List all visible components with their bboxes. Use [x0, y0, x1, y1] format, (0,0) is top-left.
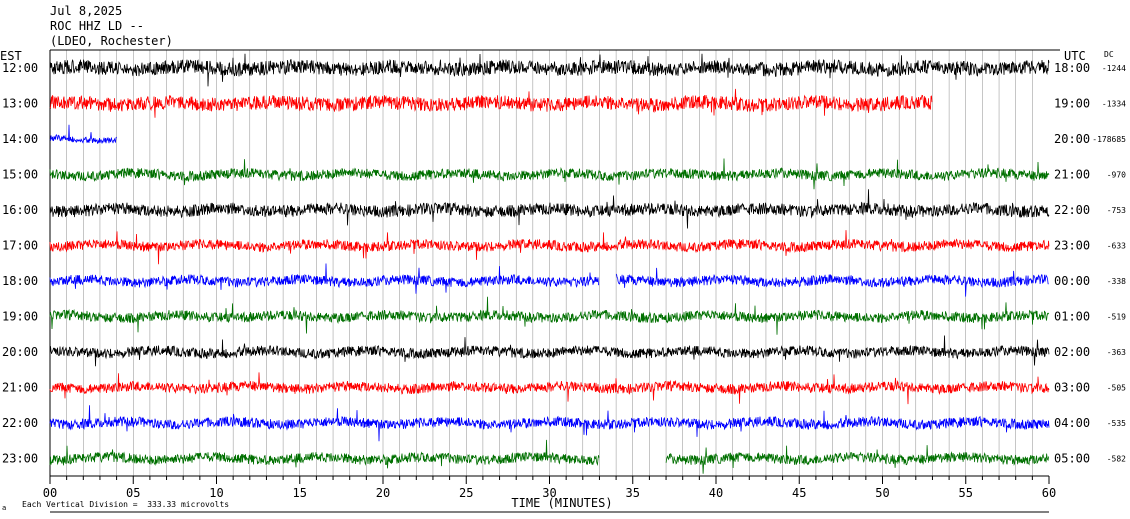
network-label: (LDEO, Rochester): [50, 34, 173, 48]
trace-row-1400-segment-0: [49, 124, 117, 144]
x-tick-label: 55: [959, 486, 973, 500]
est-hour-label: 18:00: [2, 274, 38, 288]
x-tick-label: 50: [875, 486, 889, 500]
est-hour-label: 19:00: [2, 310, 38, 324]
x-tick-label: 60: [1042, 486, 1056, 500]
utc-hour-label: 19:00: [1054, 97, 1090, 111]
trace-row-2100-segment-0: [49, 372, 1050, 405]
est-hour-label: 15:00: [2, 168, 38, 182]
dc-offset-label: -178685: [1092, 135, 1126, 144]
est-zone-label: EST: [0, 49, 22, 63]
dc-offset-label: -505: [1107, 384, 1126, 393]
utc-hour-label: 00:00: [1054, 274, 1090, 288]
x-tick-label: 40: [709, 486, 723, 500]
x-tick-label: 00: [43, 486, 57, 500]
row-labels: EST UTC DC 12:00 18:00 -1244 13:00 19:00 -133…: [0, 49, 1126, 466]
x-tick-label: 05: [126, 486, 140, 500]
utc-hour-label: 21:00: [1054, 168, 1090, 182]
utc-hour-label: 20:00: [1054, 132, 1090, 146]
utc-hour-label: 05:00: [1054, 452, 1090, 466]
x-tick-label: 25: [459, 486, 473, 500]
est-hour-label: 12:00: [2, 61, 38, 75]
trace-row-2300-segment-1: [665, 445, 1049, 474]
x-axis-title: TIME (MINUTES): [511, 496, 612, 510]
est-hour-label: 22:00: [2, 416, 38, 430]
utc-hour-label: 01:00: [1054, 310, 1090, 324]
dc-offset-label: -535: [1107, 419, 1126, 428]
utc-hour-label: 03:00: [1054, 381, 1090, 395]
est-hour-label: 17:00: [2, 239, 38, 253]
trace-row-1800-segment-1: [615, 267, 1049, 297]
est-hour-label: 13:00: [2, 97, 38, 111]
trace-row-1700-segment-0: [49, 230, 1050, 265]
time-axis: 00 05 10 15 20 25 30 35 40 45 50 55 60 TIME (MINUTES): [43, 475, 1056, 513]
dc-offset-label: -1334: [1102, 100, 1126, 109]
x-tick-label: 15: [293, 486, 307, 500]
station-label: ROC HHZ LD --: [50, 19, 144, 33]
x-tick-label: 35: [626, 486, 640, 500]
x-tick-label: 20: [376, 486, 390, 500]
dc-offset-label: -519: [1107, 313, 1126, 322]
dc-offset-label: -338: [1107, 277, 1126, 286]
x-tick-label: 10: [209, 486, 223, 500]
seismograph-icon: a: [2, 504, 7, 512]
trace-row-1200-segment-0: [49, 53, 1050, 87]
utc-hour-label: 02:00: [1054, 345, 1090, 359]
x-tick-label: 45: [792, 486, 806, 500]
trace-row-2000-segment-0: [49, 335, 1050, 367]
dc-offset-label: -633: [1107, 242, 1126, 251]
utc-zone-label: UTC: [1064, 49, 1086, 63]
utc-hour-label: 22:00: [1054, 203, 1090, 217]
date-label: Jul 8,2025: [50, 4, 123, 18]
est-hour-label: 16:00: [2, 203, 38, 217]
dc-offset-label: -582: [1107, 455, 1126, 464]
trace-row-2300-segment-0: [49, 439, 600, 469]
utc-hour-label: 04:00: [1054, 416, 1090, 430]
dc-column-label: DC: [1104, 50, 1114, 59]
trace-group: [49, 53, 1050, 474]
est-hour-label: 14:00: [2, 132, 38, 146]
dc-offset-label: -970: [1107, 171, 1126, 180]
trace-row-1800-segment-0: [49, 263, 600, 294]
trace-row-1900-segment-0: [49, 296, 1050, 335]
minute-grid: [49, 49, 1060, 476]
dc-offset-label: -1244: [1102, 64, 1126, 73]
est-hour-label: 21:00: [2, 381, 38, 395]
est-hour-label: 20:00: [2, 345, 38, 359]
utc-hour-label: 23:00: [1054, 239, 1090, 253]
trace-row-1500-segment-0: [49, 158, 1050, 190]
vertical-division-note: Each Vertical Division = 333.33 microvol…: [22, 500, 230, 509]
utc-hour-label: 18:00: [1054, 61, 1090, 75]
dc-offset-label: -753: [1107, 206, 1126, 215]
est-hour-label: 23:00: [2, 452, 38, 466]
trace-row-1300-segment-0: [49, 88, 933, 118]
trace-row-2200-segment-0: [49, 405, 1050, 442]
x-tick-label: 30: [542, 486, 556, 500]
trace-row-1600-segment-0: [49, 189, 1050, 229]
dc-offset-label: -363: [1107, 348, 1126, 357]
